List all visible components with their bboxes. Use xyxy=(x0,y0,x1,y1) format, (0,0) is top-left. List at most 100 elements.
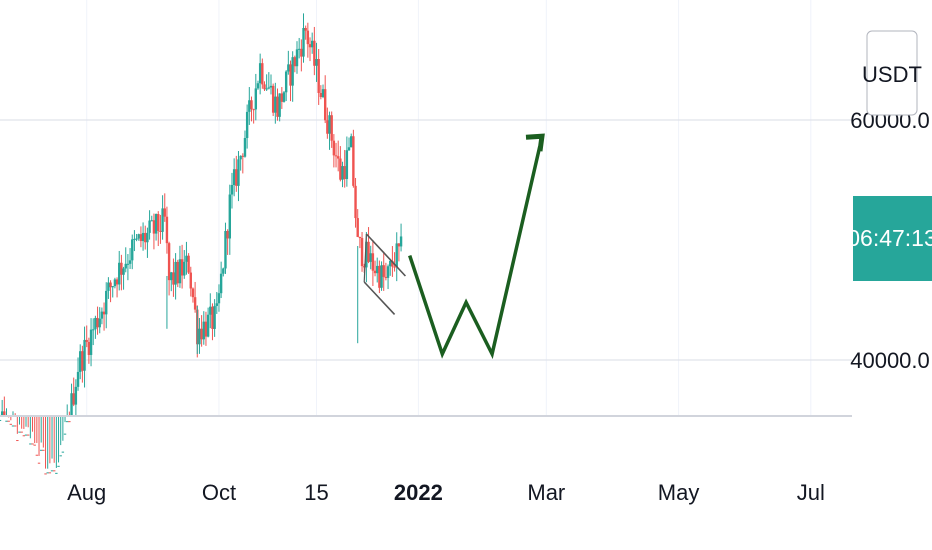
candle xyxy=(226,229,229,255)
candle xyxy=(20,415,23,433)
candle xyxy=(33,415,36,446)
candle xyxy=(360,232,364,272)
candle xyxy=(345,136,349,187)
candle xyxy=(228,184,232,255)
candle xyxy=(35,415,39,456)
candle xyxy=(267,72,271,90)
candle xyxy=(74,379,78,415)
x-tick-label: Oct xyxy=(202,480,236,505)
candle xyxy=(380,261,383,291)
candle xyxy=(282,90,286,103)
x-tick-label: Jul xyxy=(797,480,825,505)
candle xyxy=(313,26,316,76)
time-axis[interactable]: Aug Oct 15 2022 Mar May Jul xyxy=(67,480,825,505)
candle xyxy=(297,37,301,59)
candle xyxy=(57,415,60,467)
candle xyxy=(326,107,329,139)
candle xyxy=(248,87,251,125)
candle xyxy=(371,239,375,286)
candle xyxy=(256,80,260,90)
candle xyxy=(55,415,58,474)
candle xyxy=(293,55,297,73)
candle xyxy=(339,146,342,182)
candle xyxy=(144,225,147,250)
candle xyxy=(16,415,19,442)
y-tick-label: 40000.0 xyxy=(850,348,930,373)
candle xyxy=(174,253,177,300)
candle xyxy=(317,48,320,105)
candle xyxy=(230,172,234,209)
candle xyxy=(11,411,15,427)
candle xyxy=(397,243,401,262)
candle xyxy=(386,264,390,290)
candle xyxy=(85,325,88,348)
candle xyxy=(94,315,97,339)
x-tick-label: 15 xyxy=(304,480,328,505)
candle xyxy=(79,344,82,380)
candle xyxy=(70,383,73,415)
candle xyxy=(72,377,75,407)
candle xyxy=(118,250,121,291)
candle xyxy=(131,234,134,270)
candle xyxy=(44,415,47,475)
candle xyxy=(68,411,71,423)
candle xyxy=(165,206,169,254)
candle xyxy=(356,209,359,238)
candle xyxy=(187,253,190,274)
x-tick-label: May xyxy=(658,480,700,505)
candle xyxy=(83,326,86,388)
candle xyxy=(133,230,136,252)
channel-line-upper xyxy=(365,233,406,277)
candle xyxy=(122,266,125,290)
candle xyxy=(358,236,362,249)
candle xyxy=(180,244,184,289)
candle xyxy=(139,226,143,248)
candle xyxy=(376,257,379,283)
candle xyxy=(92,318,95,346)
candle xyxy=(295,41,299,74)
candle xyxy=(183,250,186,279)
candle xyxy=(81,345,84,383)
x-tick-label: Mar xyxy=(527,480,565,505)
candle xyxy=(243,130,247,158)
candle xyxy=(178,245,182,288)
candle xyxy=(204,311,208,346)
candle xyxy=(261,58,264,89)
candle xyxy=(310,32,314,54)
candle xyxy=(46,415,49,474)
candle xyxy=(189,266,192,297)
candle xyxy=(170,271,173,292)
countdown-timer: 06:47:13 xyxy=(847,225,932,251)
candle xyxy=(252,108,255,124)
channel-line-lower xyxy=(363,281,396,315)
currency-badge[interactable]: USDT xyxy=(862,30,922,116)
candle xyxy=(276,88,279,121)
candle xyxy=(172,258,175,297)
candle xyxy=(284,70,288,102)
candle xyxy=(350,133,353,148)
candle xyxy=(128,248,132,269)
candle xyxy=(126,254,130,281)
descending-channel xyxy=(363,233,406,315)
candle xyxy=(369,245,372,270)
candle xyxy=(347,137,351,151)
candle xyxy=(222,267,225,277)
candle xyxy=(5,408,8,422)
countdown-badge: 06:47:13 xyxy=(847,196,932,281)
candle xyxy=(124,247,127,273)
candle xyxy=(163,193,166,222)
candle xyxy=(319,85,323,100)
candle xyxy=(148,210,151,240)
candle xyxy=(304,25,307,40)
candle xyxy=(193,281,197,313)
candle xyxy=(39,415,43,451)
candle xyxy=(3,396,6,415)
candle xyxy=(271,83,275,117)
candle xyxy=(26,415,30,436)
candle xyxy=(37,415,41,464)
candle xyxy=(289,60,292,102)
candle xyxy=(373,260,377,277)
candle xyxy=(89,318,93,367)
candle xyxy=(0,414,2,421)
